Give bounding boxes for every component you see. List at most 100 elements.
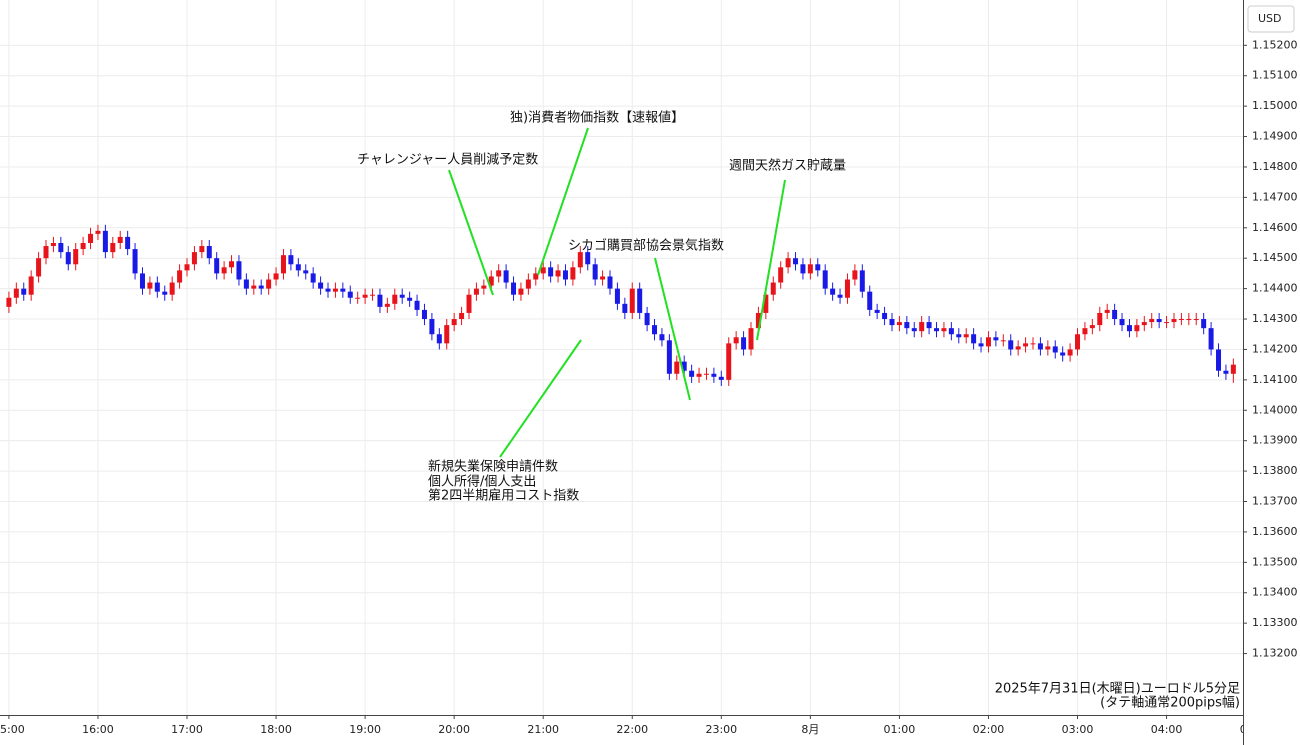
candle-body bbox=[169, 282, 175, 295]
candle-body bbox=[236, 261, 242, 280]
candle-body bbox=[800, 264, 806, 274]
candle-body bbox=[214, 258, 220, 274]
candle-body bbox=[785, 258, 791, 268]
candle-body bbox=[451, 319, 457, 326]
candle-body bbox=[614, 288, 620, 304]
candle-body bbox=[518, 288, 524, 295]
candle-body bbox=[184, 264, 190, 271]
candle-body bbox=[1037, 343, 1043, 350]
candle-body bbox=[325, 288, 331, 292]
candle-body bbox=[399, 294, 405, 298]
candle-body bbox=[1216, 349, 1222, 371]
candle-body bbox=[392, 294, 398, 304]
candle-body bbox=[1097, 312, 1103, 326]
candle-body bbox=[681, 361, 687, 371]
candle-body bbox=[318, 282, 324, 289]
candle-body bbox=[73, 249, 79, 265]
candle-body bbox=[1134, 325, 1140, 332]
candle-body bbox=[525, 279, 531, 289]
candle-body bbox=[6, 297, 12, 307]
candle-body bbox=[859, 270, 865, 292]
candle-body bbox=[191, 252, 197, 265]
y-tick-label: 1.14400 bbox=[1252, 282, 1298, 295]
candle-body bbox=[377, 294, 383, 307]
currency-box bbox=[1247, 5, 1295, 33]
x-tick-label: 05:00 bbox=[1240, 723, 1272, 736]
currency-label: USD bbox=[1258, 12, 1282, 25]
y-tick-label: 1.14100 bbox=[1252, 373, 1298, 386]
chart-note: (タテ軸通常200pips幅) bbox=[1100, 696, 1240, 711]
y-tick-label: 1.14700 bbox=[1252, 190, 1298, 203]
candle-body bbox=[206, 246, 212, 259]
candle-body bbox=[822, 270, 828, 289]
candle-body bbox=[882, 312, 888, 320]
candle-body bbox=[652, 325, 658, 335]
annotation: 第2四半期雇用コスト指数 bbox=[428, 488, 579, 504]
candle-body bbox=[473, 288, 479, 295]
candle-body bbox=[956, 334, 962, 338]
candle-body bbox=[117, 236, 123, 243]
candle-body bbox=[1112, 309, 1118, 320]
y-axis-labels: 1.13200 1.13300 1.13400 1.13500 1.13600 1.137… bbox=[1243, 38, 1298, 660]
candle-body bbox=[199, 246, 205, 253]
y-tick-label: 1.14000 bbox=[1252, 403, 1298, 416]
candle-body bbox=[1223, 370, 1229, 374]
candle-body bbox=[1075, 334, 1081, 350]
candle-body bbox=[258, 285, 264, 289]
candle-body bbox=[718, 376, 724, 380]
candle-body bbox=[919, 322, 925, 332]
candle-body bbox=[407, 297, 413, 301]
candle-body bbox=[644, 312, 650, 326]
candle-body bbox=[488, 276, 494, 286]
annotation: 個人所得/個人支出 bbox=[428, 474, 536, 490]
candle-body bbox=[266, 279, 272, 289]
candle-body bbox=[934, 328, 940, 332]
candle-body bbox=[347, 291, 353, 298]
annotation: 独)消費者物価指数【速報値】 bbox=[510, 110, 684, 126]
candle-body bbox=[125, 236, 131, 250]
candle-body bbox=[436, 334, 442, 344]
candle-body bbox=[251, 285, 257, 289]
x-tick-label: 02:00 bbox=[973, 723, 1005, 736]
candle-body bbox=[177, 270, 183, 283]
candle-body bbox=[963, 334, 969, 338]
candle-body bbox=[50, 242, 56, 247]
y-tick-label: 1.15200 bbox=[1252, 38, 1298, 51]
candle-body bbox=[162, 291, 168, 295]
candle-body bbox=[666, 340, 672, 374]
candle-body bbox=[429, 319, 435, 335]
candle-body bbox=[837, 294, 843, 298]
candle-body bbox=[1119, 319, 1125, 326]
x-tick-label: 19:00 bbox=[349, 723, 381, 736]
y-tick-label: 1.14900 bbox=[1252, 130, 1298, 143]
candle-body bbox=[674, 361, 680, 374]
candle-body bbox=[511, 282, 517, 295]
candle-body bbox=[637, 288, 643, 313]
candle-body bbox=[221, 267, 227, 274]
candle-body bbox=[496, 270, 502, 277]
candle-body bbox=[1015, 346, 1021, 350]
candle-body bbox=[1060, 352, 1066, 356]
candle-body bbox=[95, 230, 101, 234]
x-tick-label: 22:00 bbox=[616, 723, 648, 736]
candle-body bbox=[600, 276, 606, 280]
candle-body bbox=[1141, 322, 1147, 326]
y-tick-label: 1.13700 bbox=[1252, 495, 1298, 508]
candle-body bbox=[755, 312, 761, 329]
y-tick-label: 1.13300 bbox=[1252, 616, 1298, 629]
candle-body bbox=[733, 337, 739, 344]
x-tick-label: 17:00 bbox=[171, 723, 203, 736]
chart-note: 2025年7月31日(木曜日)ユーロドル5分足 bbox=[995, 682, 1240, 697]
candle-body bbox=[273, 273, 279, 280]
y-tick-label: 1.13500 bbox=[1252, 555, 1298, 568]
candle-body bbox=[80, 242, 86, 250]
candle-body bbox=[58, 242, 64, 253]
candle-body bbox=[1126, 325, 1132, 332]
candle-body bbox=[815, 264, 821, 271]
y-tick-label: 1.14600 bbox=[1252, 221, 1298, 234]
candle-body bbox=[132, 249, 138, 274]
annotation-line bbox=[756, 179, 786, 341]
candle-body bbox=[889, 319, 895, 326]
candle-body bbox=[1104, 309, 1110, 313]
candles bbox=[6, 224, 1236, 386]
